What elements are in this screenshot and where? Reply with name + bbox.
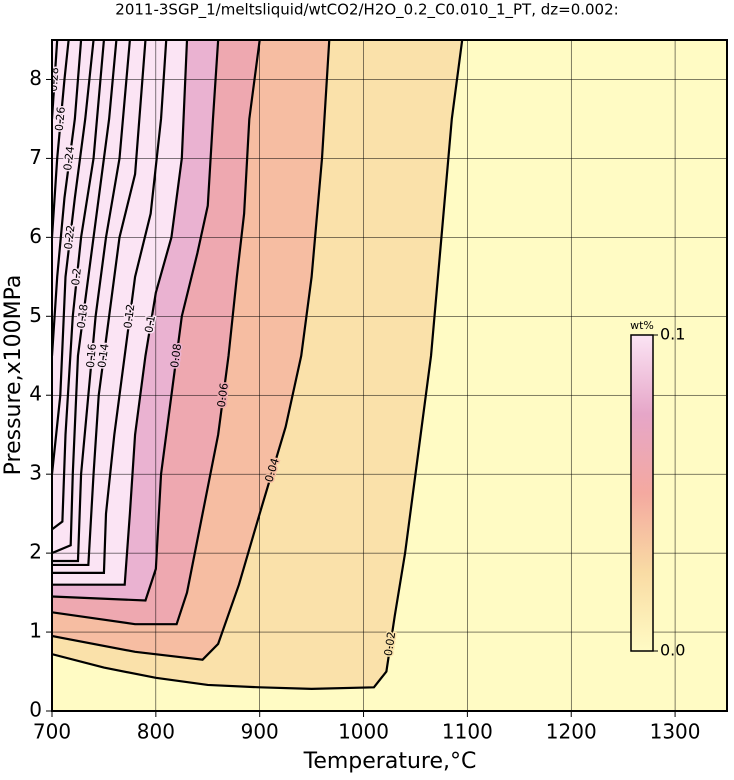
contour-line	[52, 40, 220, 602]
x-tick-label: 1000	[338, 720, 389, 744]
y-tick-label: 5	[29, 303, 42, 327]
y-tick-label: 4	[29, 382, 42, 406]
y-tick-label: 2	[29, 540, 42, 564]
contour-label: 0.22	[62, 224, 78, 250]
contour-label: 0.28	[47, 67, 62, 92]
y-tick-label: 3	[29, 461, 42, 485]
x-tick-label: 900	[241, 720, 279, 744]
contour-label: 0.12	[121, 303, 137, 329]
y-axis-label: Pressure,x100MPa	[1, 275, 26, 476]
contour-line	[52, 40, 331, 661]
contour-label: 0.06	[215, 382, 231, 408]
contour-line	[52, 40, 131, 563]
x-tick-label: 1200	[546, 720, 597, 744]
contour-line	[52, 40, 118, 555]
y-tick-label: 0	[29, 698, 42, 722]
axes: 700 800 900 1000 1100 1200 1300 0 1 2 3 4 5 6 7 8	[29, 39, 728, 744]
x-tick-label: 700	[33, 720, 71, 744]
y-tick-label: 1	[29, 619, 42, 643]
contour-line	[52, 40, 147, 567]
y-tick-label: 6	[29, 224, 42, 248]
contour-fills	[52, 40, 727, 711]
x-tick-label: 1300	[650, 720, 701, 744]
colorbar: wt% 0.0 0.1	[630, 319, 685, 660]
contour-label: 0.02	[382, 631, 398, 657]
y-tick-label: 8	[29, 66, 42, 90]
y-tick-label: 7	[29, 145, 42, 169]
chart-title: 2011-3SGP_1/meltsliquid/wtCO2/H2O_0.2_C0…	[115, 1, 618, 20]
contour-line	[52, 40, 95, 475]
contour-band	[52, 40, 82, 711]
plot-frame	[51, 39, 728, 712]
contour-label: 0.08	[168, 343, 184, 369]
x-tick-label: 800	[137, 720, 175, 744]
contour-label: 0.16	[84, 343, 99, 369]
x-axis-label: Temperature,°C	[303, 749, 477, 774]
contour-label: 0.18	[75, 303, 91, 329]
contour-label: 0.2	[69, 267, 84, 286]
contour-label: 0.14	[95, 343, 111, 369]
contour-label: 0.26	[53, 106, 68, 132]
contour-line	[52, 40, 168, 574]
contour-line	[52, 40, 106, 531]
colorbar-label: wt%	[630, 319, 654, 332]
colorbar-tick-label: 0.0	[660, 641, 685, 660]
contour-line	[52, 40, 261, 626]
contour-line	[52, 40, 70, 238]
colorbar-scale	[630, 334, 654, 652]
contour-line	[52, 40, 83, 356]
contour-label: 0.1	[142, 314, 158, 333]
contour-line	[52, 40, 464, 690]
contour-label: 0.24	[61, 145, 77, 171]
x-tick-label: 1100	[442, 720, 493, 744]
contour-line	[52, 40, 189, 586]
colorbar-tick-label: 0.1	[660, 325, 685, 344]
